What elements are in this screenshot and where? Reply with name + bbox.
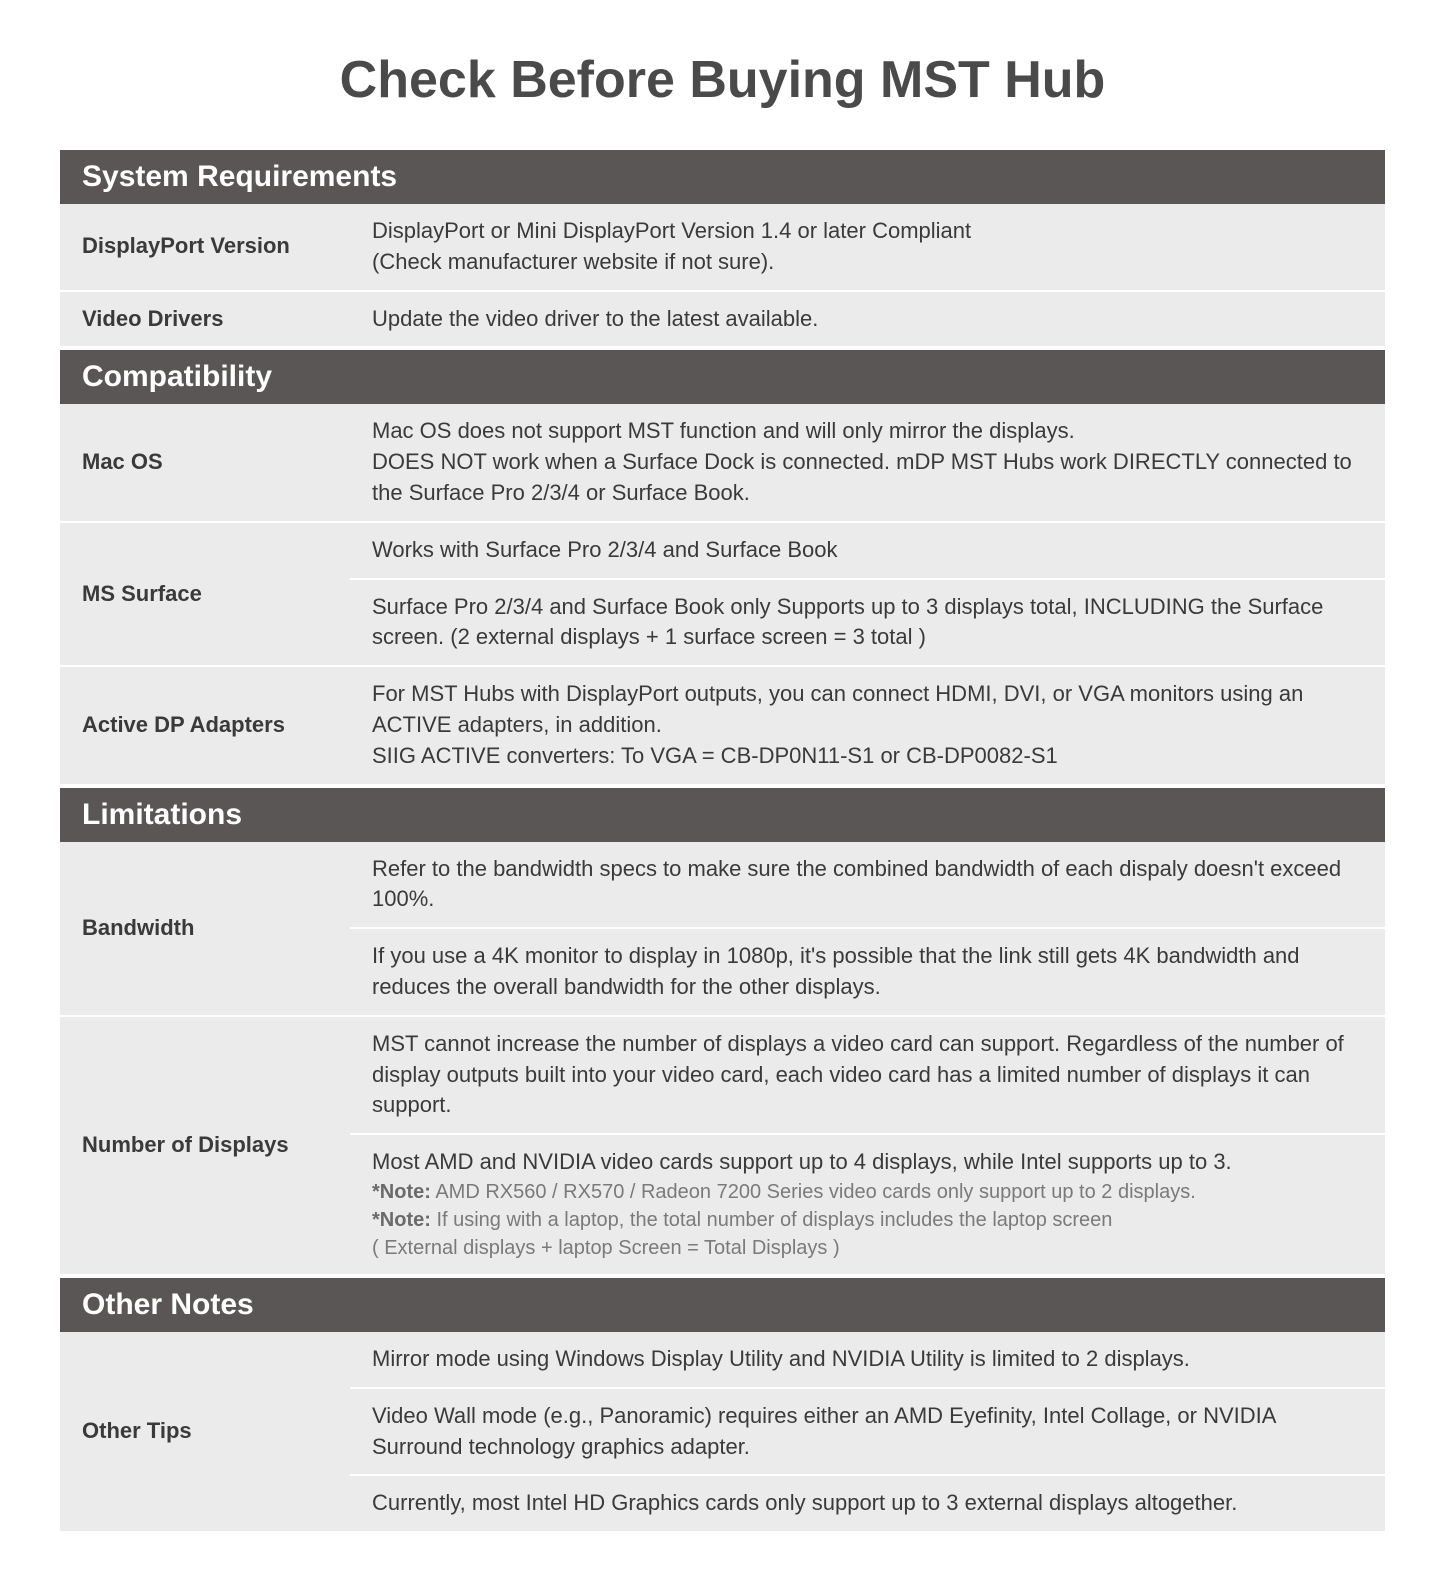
row-value-other-tips-1: Mirror mode using Windows Display Utilit… (350, 1332, 1385, 1388)
section-header-limitations: Limitations (60, 788, 1385, 842)
note-line-3: ( External displays + laptop Screen = To… (372, 1234, 1363, 1262)
note-text: If using with a laptop, the total number… (431, 1209, 1113, 1231)
row-label-active-dp: Active DP Adapters (60, 666, 350, 784)
row-label-video-drivers: Video Drivers (60, 291, 350, 348)
table-compatibility: Mac OS Mac OS does not support MST funct… (60, 404, 1385, 785)
section-other-notes: Other Notes Other Tips Mirror mode using… (60, 1278, 1385, 1533)
note-line-1: *Note: AMD RX560 / RX570 / Radeon 7200 S… (372, 1178, 1363, 1206)
note-line-2: *Note: If using with a laptop, the total… (372, 1206, 1363, 1234)
table-other-notes: Other Tips Mirror mode using Windows Dis… (60, 1332, 1385, 1533)
row-value-ms-surface-1: Works with Surface Pro 2/3/4 and Surface… (350, 522, 1385, 579)
table-row: Number of Displays MST cannot increase t… (60, 1016, 1385, 1134)
row-value-other-tips-2: Video Wall mode (e.g., Panoramic) requir… (350, 1388, 1385, 1476)
table-row: MS Surface Works with Surface Pro 2/3/4 … (60, 522, 1385, 579)
row-value-bandwidth-1: Refer to the bandwidth specs to make sur… (350, 842, 1385, 929)
section-header-other-notes: Other Notes (60, 1278, 1385, 1332)
row-value-other-tips-3: Currently, most Intel HD Graphics cards … (350, 1475, 1385, 1532)
section-system-requirements: System Requirements DisplayPort Version … (60, 150, 1385, 348)
row-label-displayport: DisplayPort Version (60, 204, 350, 291)
row-label-mac-os: Mac OS (60, 404, 350, 521)
table-system-requirements: DisplayPort Version DisplayPort or Mini … (60, 204, 1385, 348)
table-row: DisplayPort Version DisplayPort or Mini … (60, 204, 1385, 291)
section-limitations: Limitations Bandwidth Refer to the bandw… (60, 788, 1385, 1276)
page-title: Check Before Buying MST Hub (60, 50, 1385, 110)
row-value-video-drivers: Update the video driver to the latest av… (350, 291, 1385, 348)
row-value-num-displays-1: MST cannot increase the number of displa… (350, 1016, 1385, 1134)
row-value-bandwidth-2: If you use a 4K monitor to display in 10… (350, 928, 1385, 1016)
row-label-bandwidth: Bandwidth (60, 842, 350, 1016)
row-label-other-tips: Other Tips (60, 1332, 350, 1532)
table-row: Video Drivers Update the video driver to… (60, 291, 1385, 348)
section-compatibility: Compatibility Mac OS Mac OS does not sup… (60, 350, 1385, 785)
row-label-ms-surface: MS Surface (60, 522, 350, 666)
table-row: Mac OS Mac OS does not support MST funct… (60, 404, 1385, 521)
table-row: Other Tips Mirror mode using Windows Dis… (60, 1332, 1385, 1388)
section-header-system-requirements: System Requirements (60, 150, 1385, 204)
note-prefix: *Note: (372, 1209, 431, 1231)
row-value-displayport: DisplayPort or Mini DisplayPort Version … (350, 204, 1385, 291)
num-displays-main: Most AMD and NVIDIA video cards support … (372, 1149, 1232, 1174)
row-label-num-displays: Number of Displays (60, 1016, 350, 1275)
row-value-mac-os: Mac OS does not support MST function and… (350, 404, 1385, 521)
table-limitations: Bandwidth Refer to the bandwidth specs t… (60, 842, 1385, 1276)
section-header-compatibility: Compatibility (60, 350, 1385, 404)
table-row: Bandwidth Refer to the bandwidth specs t… (60, 842, 1385, 929)
note-prefix: *Note: (372, 1181, 431, 1203)
row-value-ms-surface-2: Surface Pro 2/3/4 and Surface Book only … (350, 579, 1385, 667)
row-value-num-displays-2: Most AMD and NVIDIA video cards support … (350, 1134, 1385, 1275)
note-text: AMD RX560 / RX570 / Radeon 7200 Series v… (431, 1181, 1196, 1203)
row-value-active-dp: For MST Hubs with DisplayPort outputs, y… (350, 666, 1385, 784)
table-row: Active DP Adapters For MST Hubs with Dis… (60, 666, 1385, 784)
